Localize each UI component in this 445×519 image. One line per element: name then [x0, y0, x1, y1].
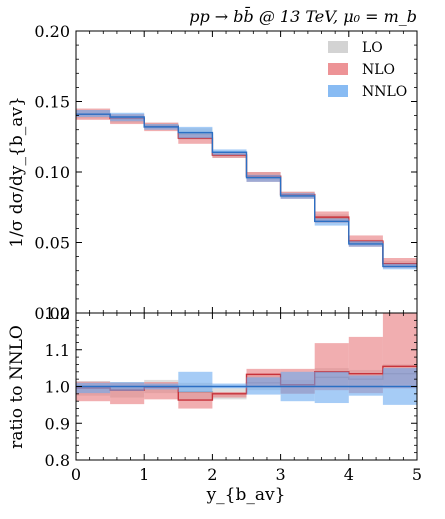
- top-nnlo-band-5: [246, 174, 281, 182]
- top-panel-ylabel: 1/σ dσ/dy_{b_av}: [7, 96, 27, 248]
- top-ytick-label: 0.05: [34, 234, 70, 253]
- bottom-ytick-label: 1.0: [45, 378, 70, 397]
- top-ytick-label: 0.20: [34, 22, 70, 41]
- xtick-label: 3: [276, 465, 286, 484]
- xtick-label: 1: [139, 465, 149, 484]
- top-nnlo-band-7: [314, 218, 349, 226]
- top-panel: 0.00 0.05 0.10 0.15 0.20: [34, 22, 418, 323]
- top-nlo-band-9: [382, 258, 417, 268]
- top-nnlo-line: [76, 113, 417, 268]
- legend: LO NLO NNLO: [328, 40, 407, 100]
- bottom-panel: 0.8 0.9 1.0 1.1 1.2 0 1 2 3 4 5: [45, 304, 423, 484]
- bottom-ytick-label: 0.8: [45, 451, 70, 470]
- legend-label: NLO: [362, 62, 395, 78]
- bottom-panel-ylabel: ratio to NNLO: [7, 325, 27, 449]
- bottom-nnlo-band-0: [76, 382, 111, 394]
- legend-swatch: [328, 85, 348, 97]
- xtick-label: 2: [207, 465, 217, 484]
- legend-label: NNLO: [362, 84, 407, 100]
- legend-swatch: [328, 41, 348, 53]
- legend-item-nnlo: NNLO: [328, 84, 407, 100]
- chart-title: pp → bb̄ @ 13 TeV, μ₀ = m_b: [189, 5, 417, 26]
- legend-label: LO: [362, 40, 383, 56]
- x-axis-label: y_{b_av}: [206, 485, 286, 505]
- xtick-label: 5: [412, 465, 422, 484]
- bottom-nnlo-band-3: [178, 371, 213, 393]
- bottom-nnlo-band-7: [314, 371, 349, 404]
- legend-item-lo: LO: [328, 40, 383, 56]
- bottom-ytick-label: 1.2: [45, 304, 70, 323]
- xtick-label: 4: [344, 465, 354, 484]
- top-ytick-label: 0.10: [34, 163, 70, 182]
- top-ytick-label: 0.15: [34, 93, 70, 112]
- bottom-nlo-band-4: [212, 392, 247, 398]
- top-series-nnlo: [76, 109, 417, 270]
- top-ytick-label: 0.00: [34, 304, 70, 323]
- legend-item-nlo: NLO: [328, 62, 395, 78]
- bottom-nnlo-band-8: [348, 375, 383, 396]
- legend-swatch: [328, 63, 348, 75]
- top-nlo-band-3: [178, 133, 213, 144]
- top-nnlo-band-0: [76, 109, 111, 118]
- bottom-ytick-label: 0.9: [45, 414, 70, 433]
- xtick-label: 0: [71, 465, 81, 484]
- bottom-ytick-label: 1.1: [45, 341, 70, 360]
